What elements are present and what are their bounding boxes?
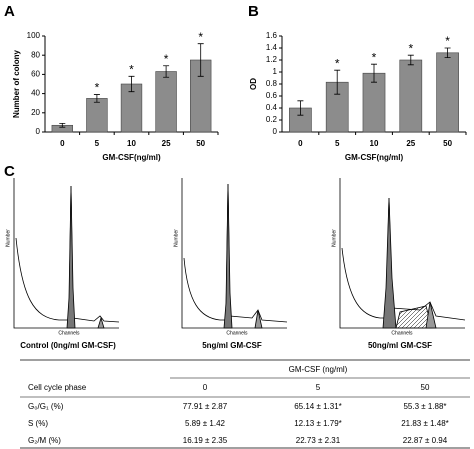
significance-marker: * [164,52,169,66]
histogram: Number Channels [5,178,120,336]
table-cell: 22.73 ± 2.31 [296,436,341,445]
x-tick-label: 25 [162,139,171,148]
error-bar [197,43,204,77]
y-axis-label: OD [249,78,258,90]
table-cell: 65.14 ± 1.31* [294,402,342,411]
bar [399,59,423,133]
panel-label: A [4,3,15,20]
bar [436,52,459,133]
bar [86,98,108,133]
table-cell: 12.13 ± 1.79* [294,419,342,428]
axis-label: Number [5,229,11,247]
y-axis-label: Number of colony [12,49,21,118]
x-tick-label: 0 [298,139,303,148]
significance-marker: * [372,50,377,64]
y-tick-label: 0 [273,127,278,136]
significance-marker: * [129,62,134,76]
table-header: GM-CSF (ng/ml) [289,365,348,374]
error-bar [371,63,377,83]
panel-label: B [248,3,259,20]
y-tick-label: 0.8 [266,79,278,88]
table-cell: 55.3 ± 1.88* [403,402,446,411]
y-tick-label: 0.4 [266,103,278,112]
table-cell: S (%) [28,419,48,428]
x-axis-label: GM-CSF(ng/ml) [345,153,404,162]
x-tick-label: 5 [95,139,100,148]
error-bar [444,47,451,58]
histogram: Number Channels [173,178,288,336]
axis-label: Channels [58,330,80,336]
histogram-caption: 50ng/ml GM-CSF [368,341,432,350]
table-header: Cell cycle phase [28,383,87,392]
error-bar [128,75,135,93]
x-tick-label: 25 [406,139,415,148]
error-bar [93,94,100,103]
histogram-caption: 5ng/ml GM-CSF [202,341,262,350]
x-tick-label: 10 [127,139,136,148]
significance-marker: * [95,81,100,95]
table-header: 50 [421,383,430,392]
table-cell: 5.89 ± 1.42 [185,419,226,428]
error-bar [297,100,304,116]
bar [155,71,177,133]
axis-label: Number [173,229,179,247]
significance-marker: * [198,30,203,44]
error-bar [59,122,66,128]
y-tick-label: 100 [27,31,41,40]
y-tick-label: 1 [273,67,278,76]
y-tick-label: 20 [31,108,40,117]
y-tick-label: 1.4 [266,43,278,52]
table-header: 0 [203,383,208,392]
error-bar [334,69,341,95]
y-tick-label: 0.2 [266,115,278,124]
axis-label: Number [331,229,337,247]
error-bar [163,65,170,78]
table-cell: 21.83 ± 1.48* [401,419,449,428]
error-bar [407,54,414,66]
table-cell: 16.19 ± 2.35 [183,436,228,445]
table-cell: 77.91 ± 2.87 [183,402,228,411]
histogram: Number Channels [331,178,466,336]
y-tick-label: 1.2 [266,55,278,64]
x-tick-label: 10 [370,139,379,148]
histogram-caption: Control (0ng/ml GM-CSF) [20,341,116,350]
y-tick-label: 80 [31,50,40,59]
x-axis-label: GM-CSF(ng/ml) [102,153,161,162]
table-cell: G₂/M (%) [28,436,61,445]
significance-marker: * [445,34,450,48]
y-tick-label: 0.6 [266,91,278,100]
y-tick-label: 40 [31,89,40,98]
x-tick-label: 50 [196,139,205,148]
x-tick-label: 5 [335,139,340,148]
table-cell: G₀/G₁ (%) [28,402,64,411]
table-cell: 22.87 ± 0.94 [403,436,448,445]
x-tick-label: 0 [60,139,65,148]
panel-label: C [4,163,15,180]
x-tick-label: 50 [443,139,452,148]
significance-marker: * [408,41,413,55]
axis-label: Channels [226,330,248,336]
axis-label: Channels [391,330,413,336]
y-tick-label: 0 [36,127,41,136]
significance-marker: * [335,56,340,70]
y-tick-label: 1.6 [266,31,278,40]
y-tick-label: 60 [31,70,40,79]
table-header: 5 [316,383,321,392]
